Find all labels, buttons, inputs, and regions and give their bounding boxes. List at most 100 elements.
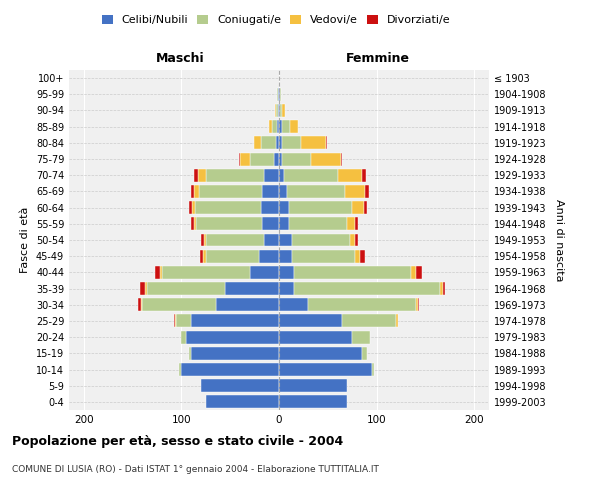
Bar [140, 282, 145, 295]
Bar [276, 104, 278, 117]
Bar [396, 314, 398, 328]
Bar [191, 347, 279, 360]
Bar [274, 152, 279, 166]
Bar [147, 282, 225, 295]
Bar [191, 314, 279, 328]
Bar [189, 347, 191, 360]
Bar [279, 347, 362, 360]
Bar [352, 201, 364, 214]
Bar [145, 282, 147, 295]
Bar [262, 201, 279, 214]
Bar [278, 88, 279, 101]
Bar [194, 185, 199, 198]
Bar [290, 120, 298, 133]
Bar [189, 201, 192, 214]
Bar [282, 120, 290, 133]
Bar [279, 152, 282, 166]
Bar [360, 250, 365, 262]
Bar [279, 266, 293, 279]
Bar [196, 218, 262, 230]
Bar [364, 201, 367, 214]
Bar [443, 282, 445, 295]
Bar [254, 136, 262, 149]
Bar [141, 298, 142, 311]
Bar [279, 169, 284, 181]
Bar [355, 250, 360, 262]
Bar [194, 169, 198, 181]
Bar [195, 201, 262, 214]
Bar [199, 185, 262, 198]
Bar [142, 298, 215, 311]
Bar [191, 218, 194, 230]
Bar [280, 104, 282, 117]
Bar [259, 250, 279, 262]
Bar [308, 298, 416, 311]
Bar [275, 104, 276, 117]
Bar [279, 250, 292, 262]
Bar [284, 169, 338, 181]
Bar [262, 185, 279, 198]
Text: COMUNE DI LUSIA (RO) - Dati ISTAT 1° gennaio 2004 - Elaborazione TUTTITALIA.IT: COMUNE DI LUSIA (RO) - Dati ISTAT 1° gen… [12, 465, 379, 474]
Bar [279, 298, 308, 311]
Bar [276, 136, 279, 149]
Bar [181, 330, 186, 344]
Bar [279, 218, 289, 230]
Bar [292, 250, 355, 262]
Bar [279, 88, 280, 101]
Bar [282, 136, 301, 149]
Bar [279, 314, 343, 328]
Bar [200, 250, 203, 262]
Bar [343, 314, 396, 328]
Bar [355, 218, 358, 230]
Bar [176, 314, 191, 328]
Bar [279, 104, 280, 117]
Bar [265, 169, 279, 181]
Y-axis label: Fasce di età: Fasce di età [20, 207, 30, 273]
Bar [198, 169, 206, 181]
Bar [206, 234, 265, 246]
Bar [240, 152, 250, 166]
Bar [279, 120, 282, 133]
Bar [279, 396, 347, 408]
Bar [160, 266, 162, 279]
Bar [289, 201, 352, 214]
Bar [279, 201, 289, 214]
Bar [206, 169, 265, 181]
Bar [293, 282, 440, 295]
Bar [301, 136, 326, 149]
Bar [440, 282, 443, 295]
Bar [418, 298, 419, 311]
Bar [352, 330, 370, 344]
Bar [203, 250, 206, 262]
Text: Femmine: Femmine [346, 52, 410, 65]
Bar [311, 152, 341, 166]
Bar [279, 234, 292, 246]
Bar [250, 266, 279, 279]
Bar [411, 266, 416, 279]
Bar [272, 120, 277, 133]
Legend: Celibi/Nubili, Coniugati/e, Vedovi/e, Divorziati/e: Celibi/Nubili, Coniugati/e, Vedovi/e, Di… [97, 10, 455, 30]
Bar [338, 169, 362, 181]
Bar [292, 234, 350, 246]
Text: Popolazione per età, sesso e stato civile - 2004: Popolazione per età, sesso e stato civil… [12, 435, 343, 448]
Bar [279, 363, 372, 376]
Bar [279, 282, 293, 295]
Bar [416, 266, 422, 279]
Bar [280, 88, 281, 101]
Bar [416, 298, 418, 311]
Bar [278, 104, 279, 117]
Bar [201, 234, 204, 246]
Bar [175, 314, 176, 328]
Bar [282, 152, 311, 166]
Bar [287, 185, 346, 198]
Bar [262, 136, 276, 149]
Bar [326, 136, 327, 149]
Bar [279, 136, 282, 149]
Bar [215, 298, 279, 311]
Bar [262, 218, 279, 230]
Bar [206, 396, 279, 408]
Bar [225, 282, 279, 295]
Bar [347, 218, 355, 230]
Bar [204, 234, 206, 246]
Bar [293, 266, 411, 279]
